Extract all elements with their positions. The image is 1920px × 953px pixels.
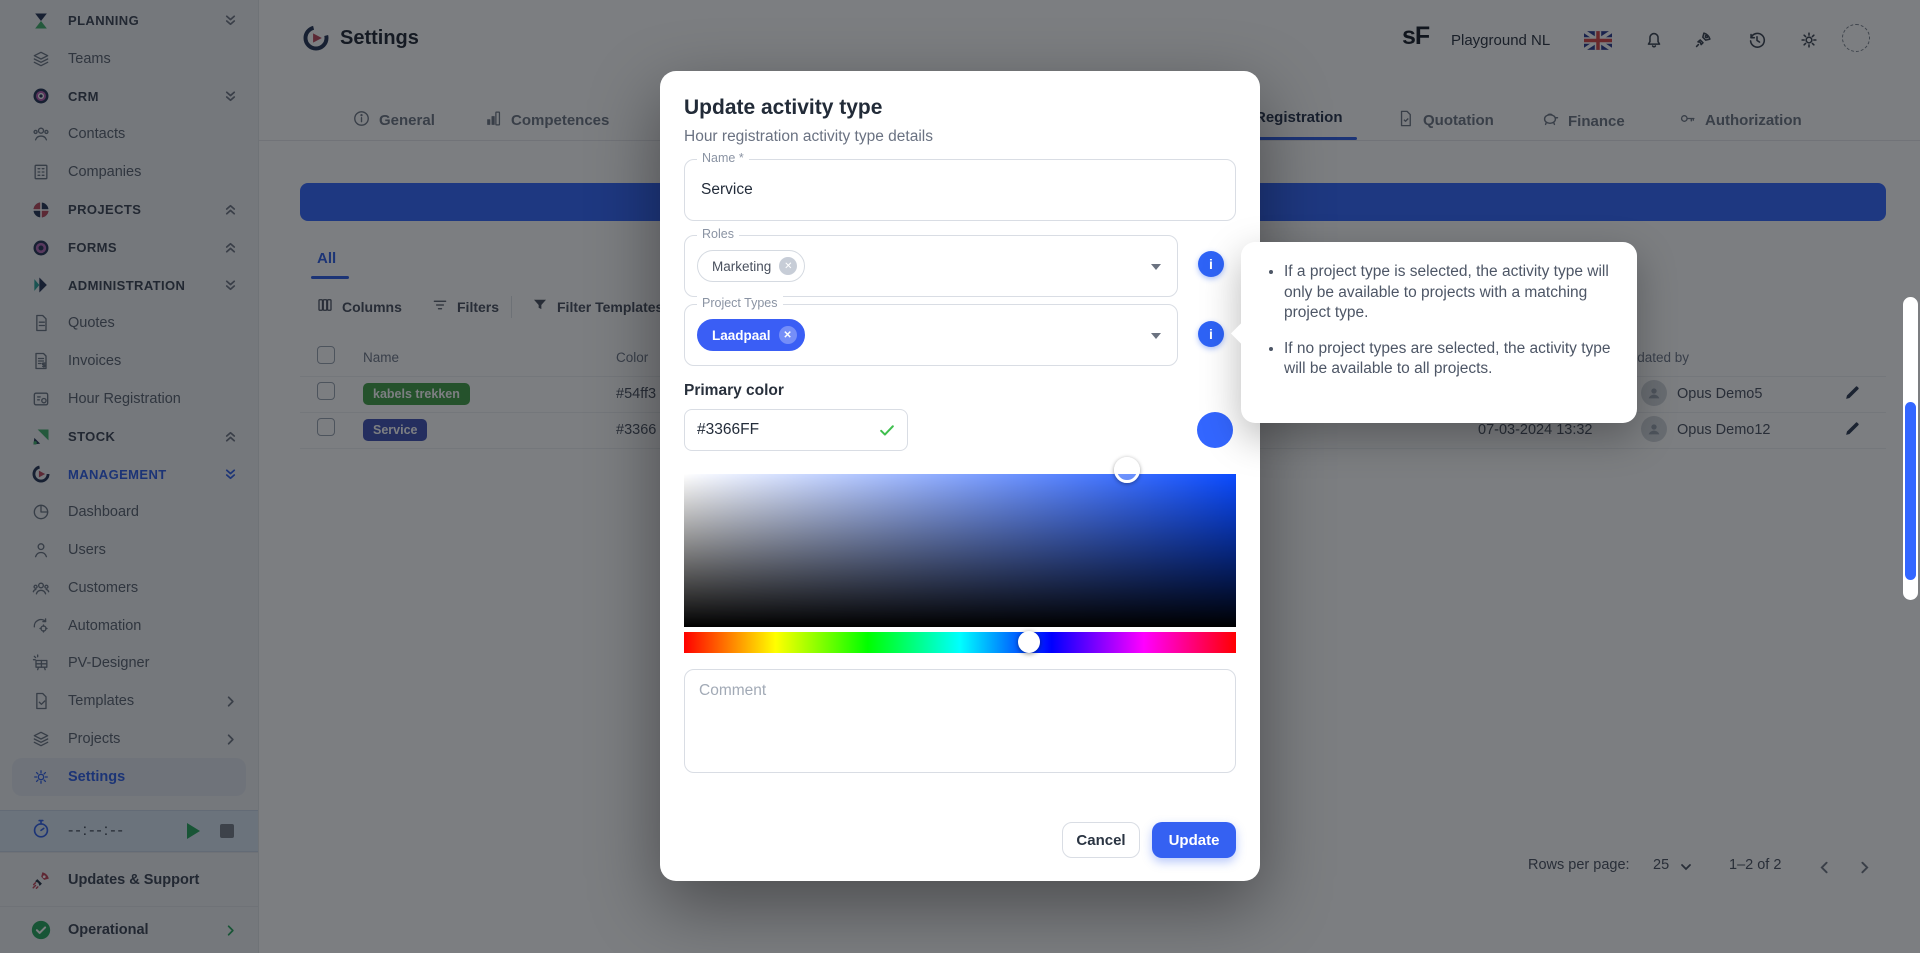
hex-color-field[interactable] [684, 409, 908, 451]
dialog-subtitle: Hour registration activity type details [684, 128, 933, 145]
valid-check-icon [877, 420, 897, 445]
saturation-picker-handle[interactable] [1114, 457, 1140, 483]
hue-slider-handle[interactable] [1018, 631, 1040, 653]
remove-chip-icon[interactable]: ✕ [779, 257, 798, 275]
update-activity-type-dialog: Update activity type Hour registration a… [660, 71, 1260, 881]
roles-chip-row: Marketing ✕ [697, 236, 806, 296]
project-types-info-icon[interactable]: i [1198, 321, 1224, 347]
project-types-field-label: Project Types [697, 296, 783, 310]
name-field[interactable]: Name * [684, 151, 1236, 221]
roles-info-icon[interactable]: i [1198, 251, 1224, 277]
chip-label: Marketing [712, 258, 772, 274]
dropdown-caret-icon[interactable] [1151, 333, 1161, 339]
comment-field[interactable] [684, 669, 1236, 773]
name-input[interactable] [685, 160, 1235, 220]
dropdown-caret-icon[interactable] [1151, 264, 1161, 270]
project-types-chip-row: Laadpaal ✕ [697, 305, 805, 365]
color-swatch[interactable] [1197, 412, 1233, 448]
remove-chip-icon[interactable]: ✕ [778, 326, 797, 344]
dialog-title: Update activity type [684, 96, 883, 119]
project-type-chip-laadpaal[interactable]: Laadpaal ✕ [697, 319, 805, 351]
update-button[interactable]: Update [1152, 822, 1236, 858]
role-chip-marketing[interactable]: Marketing ✕ [697, 250, 806, 282]
tooltip-bullet: If no project types are selected, the ac… [1284, 339, 1611, 380]
project-types-tooltip: If a project type is selected, the activ… [1230, 242, 1637, 423]
primary-color-label: Primary color [684, 382, 784, 399]
project-types-field[interactable]: Project Types Laadpaal ✕ [684, 296, 1178, 366]
roles-field-label: Roles [697, 227, 739, 241]
chip-label: Laadpaal [712, 327, 771, 343]
cancel-button[interactable]: Cancel [1062, 822, 1140, 858]
tooltip-bullet-list: If a project type is selected, the activ… [1265, 262, 1611, 380]
hue-slider[interactable] [684, 631, 1236, 653]
tooltip-bullet: If a project type is selected, the activ… [1284, 262, 1611, 324]
hex-color-input[interactable] [685, 410, 907, 450]
scrollbar-thumb[interactable] [1905, 402, 1916, 580]
roles-field[interactable]: Roles Marketing ✕ [684, 227, 1178, 297]
comment-textarea[interactable] [685, 670, 1235, 772]
saturation-gradient-area[interactable] [684, 457, 1236, 627]
